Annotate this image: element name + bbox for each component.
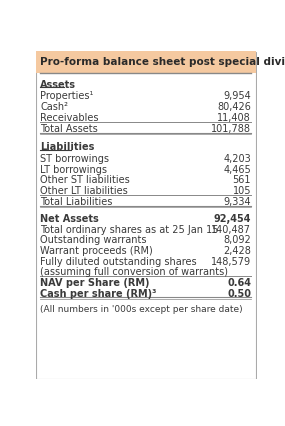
Text: 4,465: 4,465 [223,165,251,175]
Text: 8,092: 8,092 [223,236,251,245]
Text: Receivables: Receivables [40,112,99,123]
Text: Properties¹: Properties¹ [40,92,94,101]
Text: Pro-forma balance sheet post special dividend: Pro-forma balance sheet post special div… [40,57,285,67]
Text: LT borrowings: LT borrowings [40,165,107,175]
FancyBboxPatch shape [36,51,256,73]
Text: Outstanding warrants: Outstanding warrants [40,236,147,245]
Text: Other LT liabilities: Other LT liabilities [40,186,128,196]
Text: 4,203: 4,203 [223,154,251,164]
Text: Fully diluted outstanding shares: Fully diluted outstanding shares [40,257,197,267]
Text: NAV per Share (RM): NAV per Share (RM) [40,278,150,288]
Text: 0.64: 0.64 [227,278,251,288]
Text: Cash²: Cash² [40,102,68,112]
Text: Warrant proceeds (RM): Warrant proceeds (RM) [40,246,153,256]
Text: 105: 105 [233,186,251,196]
Text: 101,788: 101,788 [211,124,251,134]
Text: 140,487: 140,487 [211,225,251,235]
Text: 11,408: 11,408 [217,112,251,123]
Text: Other ST liabilities: Other ST liabilities [40,176,130,185]
Text: Total ordinary shares as at 25 Jan 15: Total ordinary shares as at 25 Jan 15 [40,225,219,235]
Text: 9,954: 9,954 [223,92,251,101]
Text: 80,426: 80,426 [217,102,251,112]
Text: 0.50: 0.50 [227,288,251,299]
Text: Total Assets: Total Assets [40,124,98,134]
Text: Cash per share (RM)³: Cash per share (RM)³ [40,288,157,299]
Text: Assets: Assets [40,80,76,89]
Text: 9,334: 9,334 [223,197,251,207]
FancyBboxPatch shape [36,52,256,379]
Text: 92,454: 92,454 [213,214,251,224]
Text: Liabilities: Liabilities [40,142,95,153]
Text: 2,428: 2,428 [223,246,251,256]
Text: 561: 561 [233,176,251,185]
Text: 148,579: 148,579 [211,257,251,267]
Text: (All numbers in '000s except per share date): (All numbers in '000s except per share d… [40,305,243,314]
Text: ST borrowings: ST borrowings [40,154,109,164]
Text: (assuming full conversion of warrants): (assuming full conversion of warrants) [40,268,228,277]
Text: Total Liabilities: Total Liabilities [40,197,113,207]
Text: Net Assets: Net Assets [40,214,99,224]
